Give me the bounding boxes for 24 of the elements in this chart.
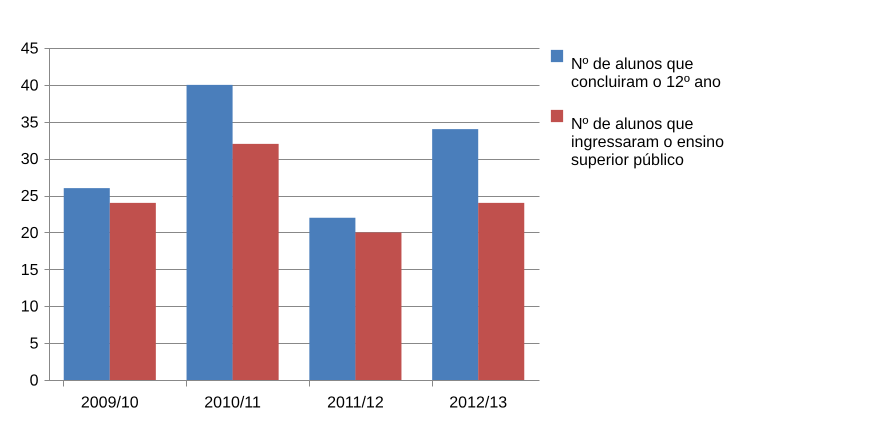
y-tick-label: 30 [20,151,39,168]
bar [309,218,356,380]
bar [186,84,233,380]
bar [355,232,402,380]
y-tick-label: 25 [20,188,39,206]
y-tick-label: 5 [30,336,39,353]
bar [64,188,110,380]
y-tick-label: 20 [20,224,39,242]
y-tick-label: 15 [20,262,39,279]
bar [432,129,478,380]
legend-label: Nº de alunos que concluiram o 12º ano [571,56,722,91]
y-tick-label: 0 [30,372,39,390]
y-tick-label: 35 [20,114,39,132]
y-tick-label: 45 [20,40,39,58]
x-tick-label: 2011/12 [327,394,384,412]
legend-label: Nº de alunos que ingressaram o ensino superior público [571,116,724,169]
x-tick-label: 2009/10 [80,394,139,412]
y-tick-label: 40 [20,77,39,94]
bar [232,144,279,380]
bar [478,202,524,380]
x-tick-label: 2012/13 [449,394,508,412]
y-tick-label: 10 [20,298,39,316]
x-tick-label: 2010/11 [204,394,262,412]
bar [110,202,156,380]
